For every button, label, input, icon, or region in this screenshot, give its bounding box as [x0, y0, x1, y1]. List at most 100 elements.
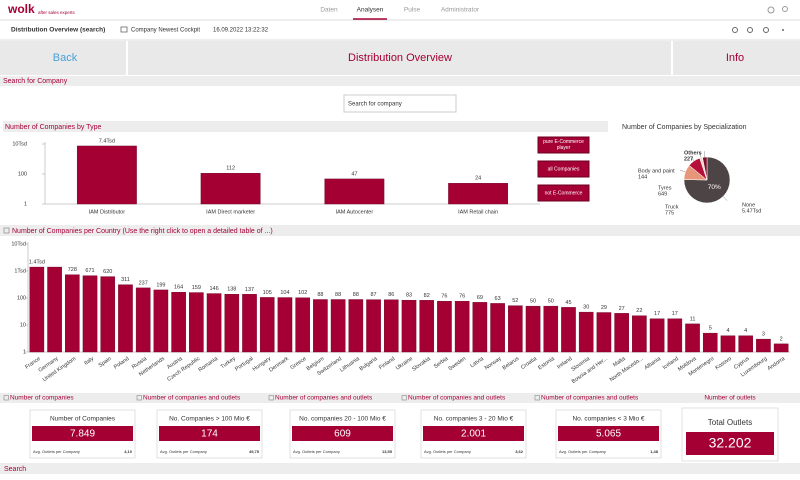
data-label: 146: [209, 286, 218, 292]
pie-label: None: [742, 202, 755, 208]
data-label: 2: [780, 336, 783, 342]
nav-tab[interactable]: Administrator: [441, 7, 480, 14]
y-tick-label: 100: [18, 171, 27, 177]
bar[interactable]: [383, 299, 399, 353]
user-icon[interactable]: [782, 6, 788, 12]
data-label: 105: [263, 290, 272, 296]
nav-tab[interactable]: Daten: [320, 7, 338, 14]
bar[interactable]: [614, 313, 629, 353]
bar[interactable]: [65, 274, 80, 353]
kpi-title: No. Companies > 100 Mio €: [169, 416, 250, 423]
filter-button[interactable]: [537, 136, 590, 154]
bar[interactable]: [348, 299, 364, 353]
bar[interactable]: [773, 343, 789, 353]
bar[interactable]: [118, 284, 133, 353]
x-tick-label: Kosovo: [714, 356, 732, 371]
bar[interactable]: [366, 299, 381, 353]
pie-value: 144: [638, 174, 647, 180]
x-tick-label: Spain: [98, 356, 113, 369]
kpi-sub-value: 13,55: [382, 449, 393, 454]
bar[interactable]: [596, 312, 612, 353]
bar[interactable]: [720, 335, 736, 353]
x-tick-label: Greece: [289, 356, 307, 371]
pie-title: Number of Companies by Specialization: [622, 124, 747, 131]
table-icon[interactable]: [3, 227, 10, 234]
more-icon[interactable]: [782, 29, 784, 31]
bar[interactable]: [490, 303, 505, 353]
data-label: 45: [565, 300, 571, 306]
bar[interactable]: [171, 291, 186, 353]
share-icon[interactable]: [747, 27, 753, 33]
bar[interactable]: [189, 292, 204, 353]
pie-slice[interactable]: [702, 156, 708, 181]
section-header: [3, 121, 608, 132]
bar[interactable]: [206, 293, 222, 353]
bar[interactable]: [508, 305, 523, 353]
bar[interactable]: [561, 307, 576, 353]
data-label: 29: [601, 305, 607, 311]
bar[interactable]: [135, 287, 151, 353]
kpi-value: 174: [201, 429, 218, 440]
bar[interactable]: [649, 318, 665, 353]
bar[interactable]: [667, 318, 683, 353]
kpi-title: No. companies 20 - 100 Mio €: [299, 416, 386, 423]
bar[interactable]: [313, 299, 328, 353]
bar[interactable]: [324, 178, 385, 205]
section-header: [0, 463, 800, 474]
bar[interactable]: [525, 305, 541, 353]
kpi-value-box: [423, 426, 524, 441]
bar[interactable]: [259, 297, 275, 353]
filter-button[interactable]: [537, 184, 590, 202]
link-icon[interactable]: [763, 27, 769, 33]
pie-value: 649: [658, 191, 667, 197]
cockpit-select[interactable]: Company Newest Cockpit: [131, 28, 200, 34]
bar[interactable]: [437, 301, 452, 353]
nav-tab[interactable]: Pulse: [404, 7, 421, 14]
bar[interactable]: [543, 305, 559, 353]
bar[interactable]: [100, 276, 116, 353]
x-tick-label: Poland: [113, 356, 130, 371]
leader-line: [679, 169, 686, 173]
nav-bar: [0, 0, 800, 20]
bar[interactable]: [578, 311, 594, 353]
kpi-value: 2.001: [461, 429, 486, 440]
data-label: 4: [726, 328, 729, 334]
bar[interactable]: [82, 275, 98, 353]
bar[interactable]: [685, 323, 700, 353]
bar[interactable]: [224, 294, 240, 353]
bar[interactable]: [76, 145, 137, 205]
bar[interactable]: [419, 300, 435, 353]
bar[interactable]: [295, 297, 310, 353]
bar[interactable]: [448, 183, 509, 205]
bar[interactable]: [330, 299, 346, 353]
data-label: 164: [174, 285, 183, 291]
bar[interactable]: [702, 332, 718, 353]
nav-tab[interactable]: Analysen: [357, 7, 384, 14]
bar[interactable]: [153, 289, 169, 353]
page-title: Distribution Overview (search): [11, 27, 105, 34]
bar[interactable]: [738, 335, 753, 353]
x-tick-label: Norway: [484, 356, 503, 372]
x-tick-label: Bulgaria: [359, 355, 380, 372]
logo[interactable]: wolk: [7, 2, 35, 16]
bar[interactable]: [472, 302, 488, 353]
bar[interactable]: [200, 173, 261, 205]
x-tick-label: Portugal: [234, 356, 254, 373]
filter-button[interactable]: [537, 160, 590, 178]
pie-label: Truck: [665, 204, 679, 210]
tool-icon[interactable]: [732, 27, 738, 33]
bell-icon[interactable]: [767, 6, 775, 14]
data-label: 1.4Tsd: [29, 260, 45, 266]
bar[interactable]: [29, 266, 45, 353]
back-button[interactable]: Back: [53, 52, 78, 64]
bar[interactable]: [756, 338, 771, 353]
data-label: 63: [495, 296, 501, 302]
bar[interactable]: [454, 301, 470, 353]
bar[interactable]: [632, 315, 647, 353]
bar[interactable]: [277, 297, 293, 353]
search-box[interactable]: [343, 94, 457, 113]
bar[interactable]: [401, 299, 417, 353]
bar[interactable]: [242, 294, 257, 353]
bar[interactable]: [47, 266, 62, 353]
info-button[interactable]: Info: [726, 52, 744, 64]
